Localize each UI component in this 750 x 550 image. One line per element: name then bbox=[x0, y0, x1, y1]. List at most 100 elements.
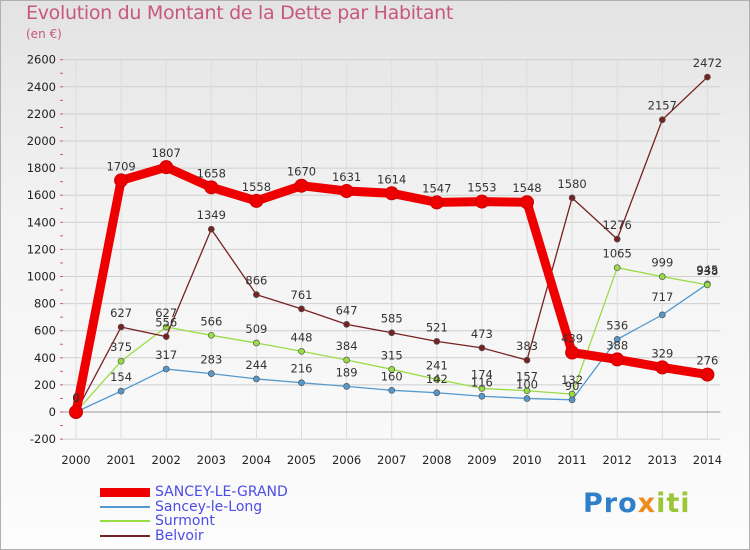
data-label: 315 bbox=[381, 348, 403, 362]
data-point bbox=[700, 367, 715, 382]
data-label: 1065 bbox=[603, 247, 632, 261]
data-point bbox=[162, 365, 170, 373]
data-label: 157 bbox=[516, 370, 538, 384]
data-point bbox=[429, 195, 444, 210]
data-label: 154 bbox=[110, 370, 132, 384]
data-point bbox=[523, 356, 531, 364]
data-label: 1276 bbox=[603, 218, 632, 232]
data-point bbox=[433, 338, 441, 345]
data-point bbox=[613, 235, 621, 243]
legend-swatch bbox=[100, 505, 150, 508]
y-tick-label: 2200 bbox=[27, 107, 56, 121]
legend-label: Sancey-le-Long bbox=[155, 498, 263, 515]
data-label: 521 bbox=[426, 320, 448, 334]
data-label: 100 bbox=[516, 377, 538, 391]
y-tick-label: 2000 bbox=[27, 134, 56, 148]
y-tick-label: 1400 bbox=[27, 215, 56, 229]
data-label: 945 bbox=[696, 263, 718, 277]
data-point bbox=[520, 195, 534, 210]
data-point bbox=[568, 194, 576, 202]
x-tick-label: 2011 bbox=[557, 453, 586, 467]
data-point bbox=[658, 116, 666, 124]
data-label: 160 bbox=[381, 369, 403, 383]
y-tick-label: 400 bbox=[34, 351, 56, 365]
legend-swatch bbox=[100, 520, 150, 522]
data-point bbox=[343, 320, 350, 328]
legend-item: Surmont bbox=[100, 514, 360, 529]
proxiti-logo: Proxiti bbox=[583, 488, 691, 519]
data-label: 189 bbox=[336, 365, 358, 379]
y-tick-label: 1600 bbox=[27, 188, 56, 202]
y-tick-label: 1000 bbox=[27, 270, 56, 284]
data-point bbox=[565, 345, 580, 360]
data-label: 329 bbox=[651, 346, 673, 360]
legend-item: Belvoir bbox=[100, 527, 360, 544]
x-tick-label: 2006 bbox=[332, 453, 361, 467]
legend-item: Sancey-le-Long bbox=[100, 498, 360, 515]
data-label: 1580 bbox=[557, 177, 586, 191]
data-point bbox=[339, 183, 354, 198]
data-label: 216 bbox=[291, 362, 313, 376]
x-tick-label: 2009 bbox=[467, 453, 496, 467]
data-point bbox=[658, 273, 666, 280]
x-tick-label: 2002 bbox=[152, 453, 181, 467]
data-point bbox=[204, 180, 219, 195]
y-tick-label: 2600 bbox=[27, 53, 56, 67]
data-label: 241 bbox=[426, 358, 448, 372]
data-point bbox=[343, 383, 350, 390]
legend: SANCEY-LE-GRAND Sancey-le-Long Surmont Belv… bbox=[100, 485, 360, 543]
data-label: 647 bbox=[336, 303, 358, 317]
data-label: 585 bbox=[381, 312, 403, 326]
data-label: 439 bbox=[561, 332, 583, 346]
data-point bbox=[294, 178, 309, 193]
data-point bbox=[117, 323, 125, 331]
data-point bbox=[388, 329, 396, 337]
data-label: 384 bbox=[336, 339, 358, 353]
data-label: 1349 bbox=[197, 208, 226, 222]
data-label: 90 bbox=[565, 379, 580, 393]
data-label: 556 bbox=[155, 316, 177, 330]
data-point bbox=[253, 375, 260, 383]
data-label: 383 bbox=[516, 339, 538, 353]
y-tick-label: 2400 bbox=[27, 80, 56, 94]
data-point bbox=[658, 311, 666, 319]
x-tick-label: 2003 bbox=[197, 453, 226, 467]
data-label: 2157 bbox=[648, 99, 677, 113]
data-label: 1614 bbox=[377, 172, 406, 186]
x-tick-label: 2001 bbox=[106, 453, 135, 467]
data-point bbox=[207, 225, 215, 233]
data-label: 627 bbox=[110, 306, 132, 320]
y-tick-label: 200 bbox=[34, 378, 56, 392]
data-label: 0 bbox=[72, 391, 79, 405]
data-point bbox=[117, 357, 125, 365]
data-label: 938 bbox=[696, 264, 718, 278]
data-point bbox=[117, 387, 125, 395]
data-point bbox=[523, 387, 531, 395]
legend-label: Belvoir bbox=[155, 527, 204, 544]
data-point bbox=[568, 396, 576, 404]
data-point bbox=[162, 323, 170, 331]
data-point bbox=[298, 347, 305, 355]
data-label: 142 bbox=[426, 372, 448, 386]
data-label: 244 bbox=[245, 358, 267, 372]
data-point bbox=[253, 339, 260, 347]
data-point bbox=[207, 370, 215, 378]
data-label: 1807 bbox=[152, 146, 181, 160]
data-label: 0 bbox=[72, 391, 79, 405]
data-label: 132 bbox=[561, 373, 583, 387]
data-label: 999 bbox=[651, 256, 673, 270]
data-label: 276 bbox=[696, 354, 718, 368]
data-point bbox=[478, 392, 486, 400]
data-label: 2472 bbox=[693, 56, 722, 70]
data-label: 317 bbox=[155, 348, 177, 362]
data-label: 1631 bbox=[332, 170, 361, 184]
y-axis-unit: (en €) bbox=[26, 27, 62, 41]
data-point bbox=[613, 264, 621, 272]
data-label: 375 bbox=[110, 340, 132, 354]
data-point bbox=[388, 365, 396, 373]
data-label: 1558 bbox=[242, 180, 271, 194]
data-point bbox=[610, 352, 625, 367]
data-label: 509 bbox=[245, 322, 267, 336]
x-tick-label: 2014 bbox=[693, 453, 722, 467]
